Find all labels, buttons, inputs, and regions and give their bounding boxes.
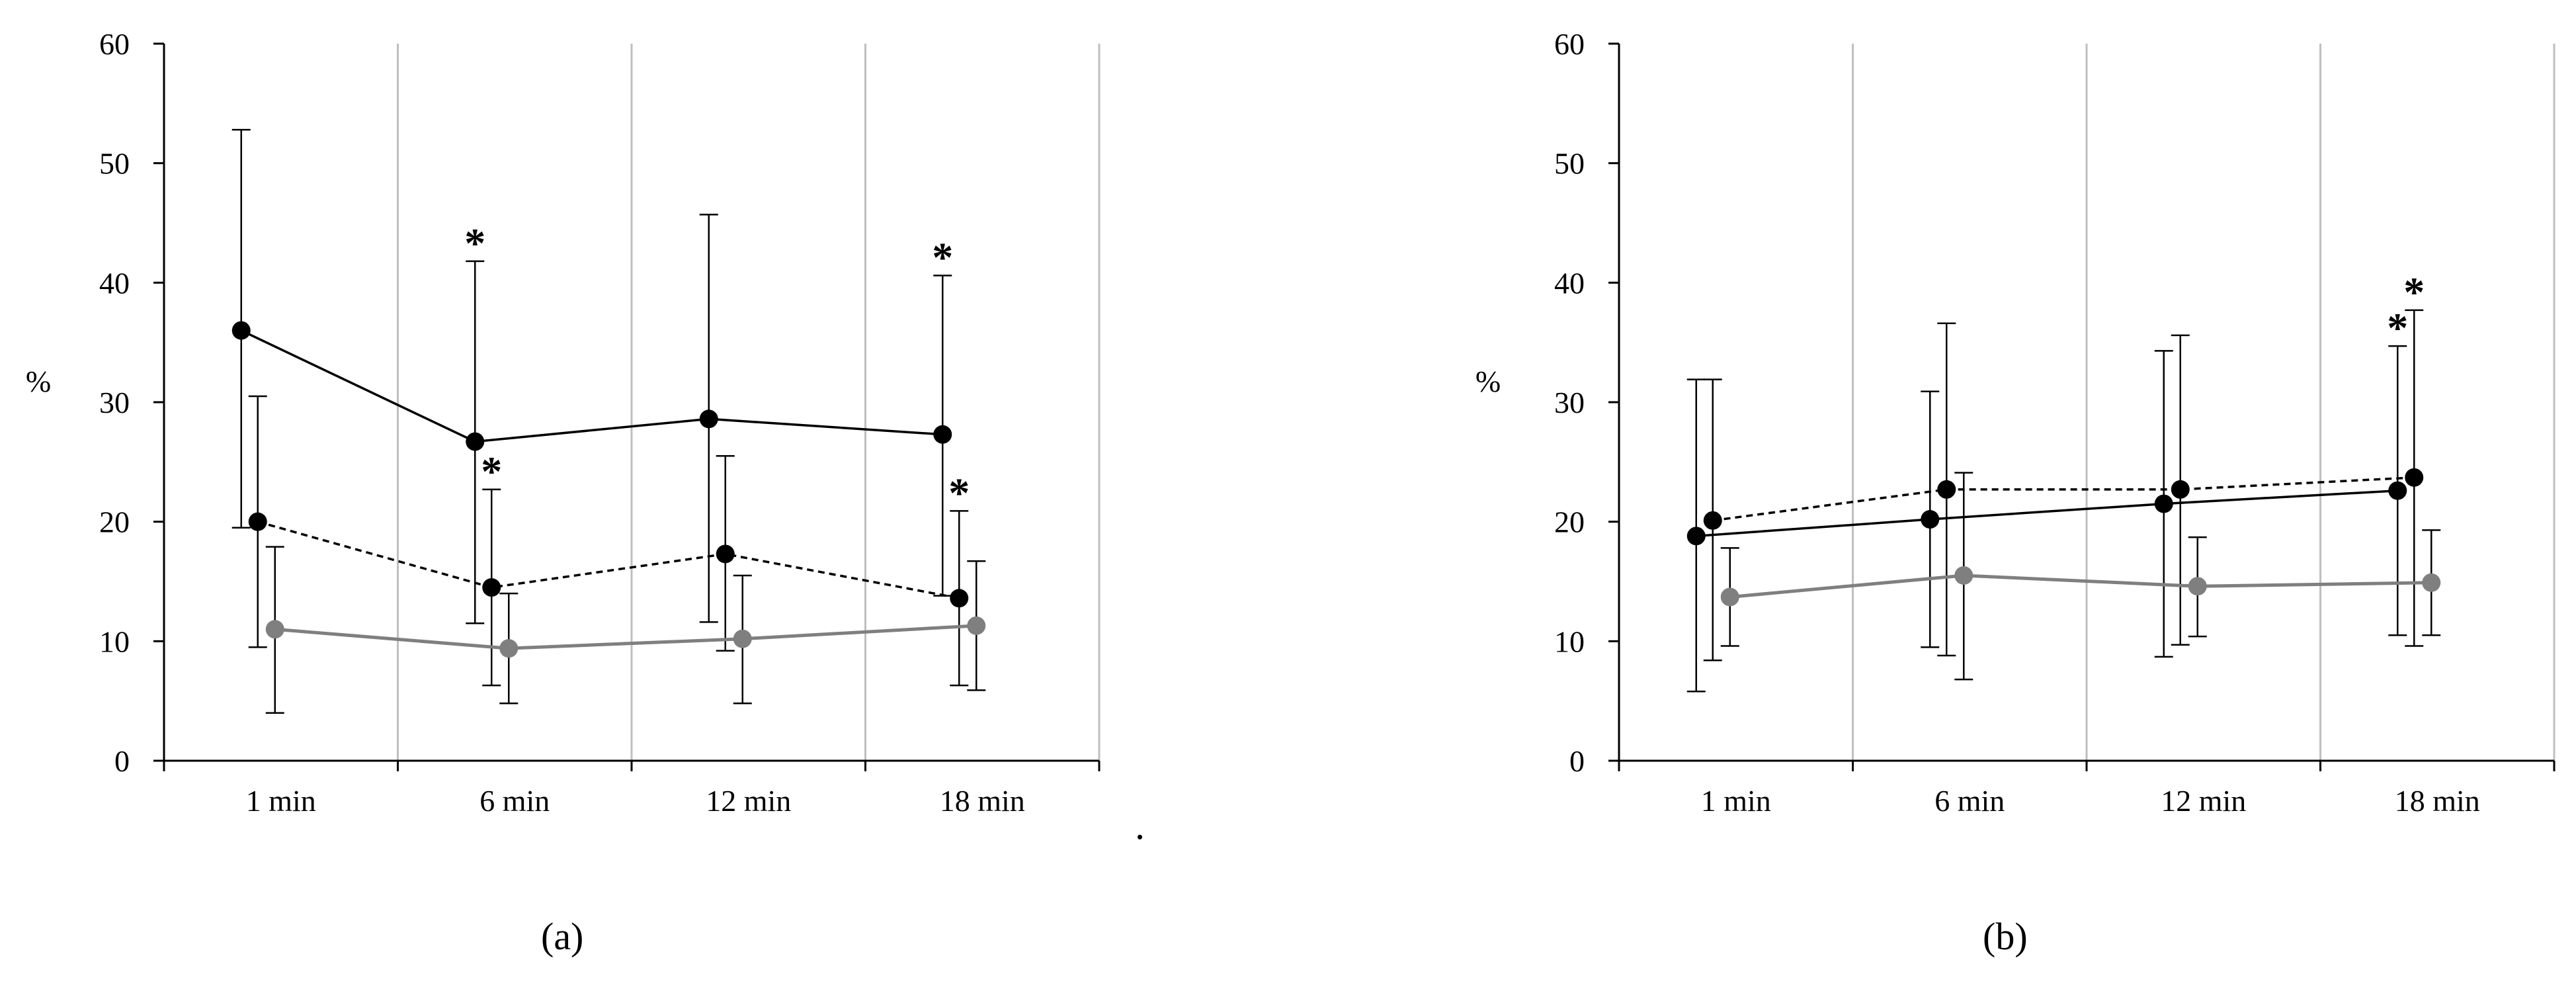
x-tick-label: 12 min [706, 784, 791, 818]
series-line [274, 624, 977, 650]
stray-dot: . [1135, 804, 1145, 847]
panel-label-b: (b) [1983, 915, 2028, 958]
significance-star: * [932, 234, 953, 280]
x-tick-label: 18 min [940, 784, 1025, 818]
y-tick-label: 40 [99, 266, 130, 300]
series-solid-black: * [1686, 304, 2408, 693]
data-point [699, 409, 718, 429]
data-point [499, 639, 519, 658]
series-line [240, 329, 943, 443]
y-tick-label: 60 [99, 27, 130, 61]
panel-label-a: (a) [541, 915, 584, 958]
x-tick-label: 18 min [2395, 784, 2480, 818]
data-point [1686, 527, 1706, 546]
x-tick-label: 6 min [1934, 784, 2005, 818]
data-point [2171, 480, 2190, 499]
significance-star: * [481, 448, 502, 495]
series-line [1712, 476, 2415, 522]
y-axis-label: % [1475, 364, 1501, 398]
data-point [733, 629, 752, 648]
y-axis-label: % [26, 364, 51, 398]
significance-star: * [2403, 269, 2425, 316]
data-point [2188, 577, 2207, 596]
data-point [1954, 566, 1974, 585]
series-line [257, 520, 960, 600]
data-point [716, 544, 735, 564]
data-point [967, 616, 986, 635]
significance-star: * [948, 469, 970, 516]
series-solid-gray [1720, 472, 2441, 681]
data-point [466, 432, 485, 451]
data-point [265, 620, 284, 639]
y-tick-label: 10 [1554, 624, 1585, 658]
x-tick-label: 1 min [246, 784, 316, 818]
data-point [950, 589, 969, 608]
data-point [2388, 481, 2407, 500]
significance-star: * [464, 220, 485, 267]
data-point [933, 425, 952, 444]
y-tick-label: 60 [1554, 27, 1585, 61]
series-solid-black: * * [231, 128, 953, 624]
chart-b: 0 10 20 30 40 50 60 1 min 6 min 12 min 18 min% ** [1475, 27, 2555, 818]
series-dashed-black: * [1703, 269, 2425, 662]
data-point [248, 512, 267, 531]
y-tick-label: 0 [1569, 744, 1585, 778]
data-point [2405, 468, 2424, 487]
data-point [231, 321, 251, 340]
y-tick-label: 20 [1554, 505, 1585, 539]
data-point [2422, 573, 2441, 592]
data-point [1703, 511, 1722, 530]
data-point [1921, 510, 1940, 529]
y-tick-label: 50 [99, 147, 130, 181]
y-tick-label: 20 [99, 505, 130, 539]
x-tick-label: 6 min [479, 784, 550, 818]
y-tick-label: 30 [99, 386, 130, 419]
x-tick-label: 1 min [1701, 784, 1771, 818]
series-line [1729, 574, 2432, 599]
y-tick-label: 40 [1554, 266, 1585, 300]
series-solid-gray [265, 546, 986, 714]
series-line [1696, 489, 2398, 538]
y-tick-label: 10 [99, 624, 130, 658]
data-point [1720, 587, 1739, 607]
data-point [2154, 494, 2173, 513]
y-tick-label: 0 [114, 744, 130, 778]
series-dashed-black: * * [248, 395, 970, 687]
y-tick-label: 30 [1554, 386, 1585, 419]
y-tick-label: 50 [1554, 147, 1585, 181]
x-tick-label: 12 min [2161, 784, 2246, 818]
data-point [1937, 480, 1956, 499]
data-point [482, 578, 501, 597]
significance-star: * [2387, 304, 2408, 351]
